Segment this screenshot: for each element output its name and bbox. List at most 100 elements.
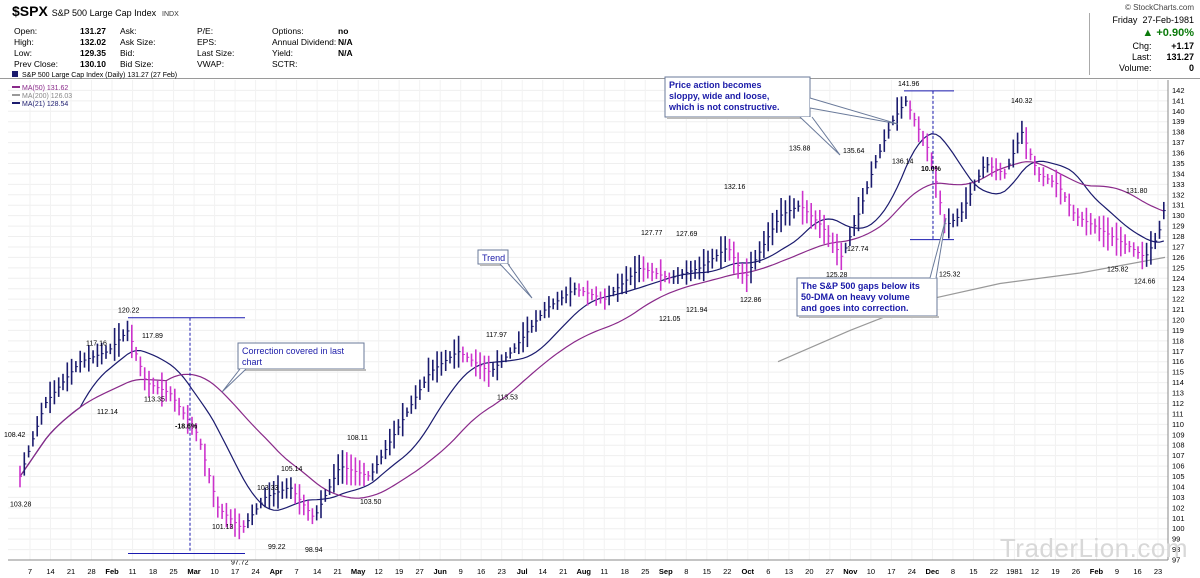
price-point-label: 108.42 [4,432,26,439]
x-tick-label: 21 [67,567,75,576]
y-tick-label: 100 [1172,524,1185,533]
chart-grid [8,80,1168,561]
y-tick-label: 102 [1172,503,1185,512]
y-tick-label: 139 [1172,117,1185,126]
ticker-symbol: $SPX [12,3,48,19]
x-tick-label: 25 [641,567,649,576]
y-tick-label: 129 [1172,222,1185,231]
price-point-label: 99.22 [268,544,286,551]
note-gap-shadow [799,316,939,318]
note-sloppy-pointer-2 [809,97,899,125]
x-tick-label: 17 [231,567,239,576]
legend-ma21: MA(21) 128.54 [22,101,68,108]
x-tick-label: 27 [416,567,424,576]
y-tick-label: 123 [1172,284,1185,293]
note-sloppy-text: sloppy, wide and loose, [669,91,769,101]
x-tick-label: 10 [867,567,875,576]
low-label: Low: [14,48,32,58]
chg-value: +1.17 [1171,41,1194,51]
price-point-label: 125.32 [939,271,961,278]
chg-row: Chg: +1.17 [1132,41,1194,51]
note-trend-shadow [480,264,510,266]
bid-label: Bid: [120,48,135,58]
x-tick-label: 23 [1154,567,1162,576]
y-tick-label: 104 [1172,482,1185,491]
prev-close-row: Prev Close: [14,59,58,70]
symbol-title: $SPX S&P 500 Large Cap Index INDX [12,3,179,19]
quote-date-value: 27-Feb-1981 [1142,15,1194,25]
x-tick-label: Feb [1090,567,1104,576]
note-correction-pointer [221,368,247,393]
note-correction-text: Correction covered in last [242,346,345,356]
high-row: High: [14,37,58,48]
open-label: Open: [14,26,38,36]
quote-col-4-values: no N/A N/A [338,26,353,70]
open-value: 131.27 [80,26,106,36]
x-tick-label: 18 [621,567,629,576]
x-tick-label: 11 [600,567,608,576]
price-point-label: 120.22 [118,308,140,315]
note-gap-box [796,277,938,317]
x-tick-label: Sep [659,567,673,576]
copyright-text: © StockCharts.com [1124,3,1194,12]
price-point-label: 125.28 [826,272,848,279]
price-point-label: 112.14 [97,409,118,416]
quote-day: Friday [1112,15,1138,25]
y-tick-label: 109 [1172,430,1185,439]
y-tick-label: 122 [1172,295,1185,304]
x-tick-label: 12 [1031,567,1039,576]
y-tick-label: 113 [1172,389,1184,398]
price-point-label: 122.86 [740,297,762,304]
price-point-label: 140.32 [1011,98,1033,105]
x-tick-label: 19 [395,567,403,576]
x-tick-label: 18 [149,567,157,576]
x-tick-label: 21 [333,567,341,576]
yield-value: N/A [338,48,353,58]
options-value: no [338,26,349,36]
y-tick-label: 107 [1172,451,1185,460]
y-tick-label: 136 [1172,149,1185,158]
moving-average-lines [19,133,1166,511]
price-point-label: 127.74 [847,246,869,253]
x-tick-label: 22 [990,567,998,576]
y-tick-label: 120 [1172,316,1185,325]
price-point-label: 98.94 [305,547,323,554]
x-tick-label: 10 [210,567,218,576]
y-tick-label: 133 [1172,180,1185,189]
x-tick-label: 24 [908,567,916,576]
chg-label: Chg: [1132,41,1152,51]
y-tick-label: 134 [1172,169,1185,178]
options-label: Options: [272,26,304,36]
x-tick-label: 6 [766,567,770,576]
price-bars [19,96,1166,540]
price-point-label: 131.80 [1126,188,1148,195]
y-tick-label: 124 [1172,274,1185,283]
price-point-label: 127.69 [676,231,698,238]
x-tick-label: 14 [539,567,547,576]
y-tick-label: 99 [1172,535,1180,544]
legend-title: S&P 500 Large Cap Index (Daily) 131.27 (… [22,72,177,79]
x-tick-label: 26 [1072,567,1080,576]
yield-label: Yield: [272,48,293,58]
price-point-label: 108.11 [347,435,368,442]
x-tick-label: 12 [374,567,382,576]
x-tick-label: 22 [723,567,731,576]
price-point-label: 136.14 [892,159,914,166]
pct-change-value: +0.90% [1156,27,1194,39]
x-tick-label: Apr [270,567,283,576]
last-value: 131.27 [1166,52,1194,62]
quote-col-1: Open: High: Low: Prev Close: [14,26,58,70]
sctr-label: SCTR: [272,59,298,69]
price-point-label: 103.28 [10,501,32,508]
x-tick-label: 14 [46,567,54,576]
note-gap-text: and goes into correction. [801,303,909,313]
x-tick-label: 27 [826,567,834,576]
y-tick-label: 108 [1172,441,1185,450]
y-tick-label: 125 [1172,263,1185,272]
price-point-label: 113.53 [497,395,518,402]
x-tick-label: 13 [785,567,793,576]
price-point-label: 135.88 [789,145,811,152]
note-sloppy-pointer [799,116,841,156]
